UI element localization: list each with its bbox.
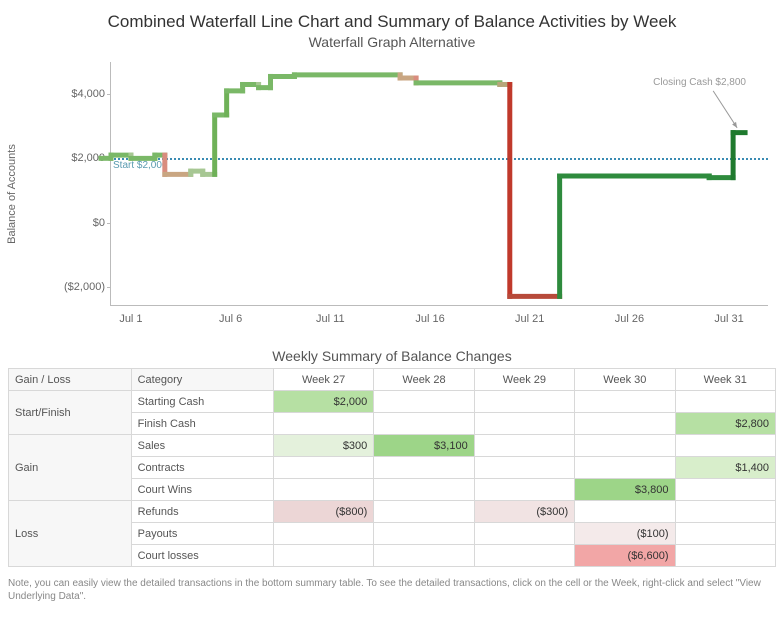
value-cell[interactable]: $2,000 <box>273 391 373 413</box>
value-cell <box>675 435 775 457</box>
main-title: Combined Waterfall Line Chart and Summar… <box>8 12 776 32</box>
value-cell <box>374 545 474 567</box>
x-tick-label: Jul 16 <box>415 313 444 325</box>
value-cell <box>474 545 574 567</box>
value-cell[interactable]: ($800) <box>273 501 373 523</box>
value-cell <box>374 479 474 501</box>
col-head: Gain / Loss <box>9 369 132 391</box>
group-cell: Gain <box>9 435 132 501</box>
x-tick-label: Jul 26 <box>615 313 644 325</box>
y-tick-label: $0 <box>57 217 105 229</box>
value-cell <box>273 545 373 567</box>
category-cell: Contracts <box>131 457 273 479</box>
value-cell[interactable]: $300 <box>273 435 373 457</box>
group-cell: Start/Finish <box>9 391 132 435</box>
value-cell <box>273 457 373 479</box>
category-cell: Refunds <box>131 501 273 523</box>
value-cell <box>675 479 775 501</box>
value-cell[interactable]: $2,800 <box>675 413 775 435</box>
value-cell <box>273 413 373 435</box>
week-head[interactable]: Week 31 <box>675 369 775 391</box>
y-tick-label: ($2,000) <box>57 281 105 293</box>
value-cell <box>474 391 574 413</box>
chart-plot[interactable]: ($2,000)$0$2,000$4,000Jul 1Jul 6Jul 11Ju… <box>110 62 768 306</box>
table-body: Start/FinishStarting Cash$2,000Finish Ca… <box>9 391 776 567</box>
value-cell <box>374 501 474 523</box>
value-cell <box>374 413 474 435</box>
chart-area: Balance of Accounts ($2,000)$0$2,000$4,0… <box>56 54 768 334</box>
category-cell: Starting Cash <box>131 391 273 413</box>
value-cell <box>374 523 474 545</box>
table-row: Start/FinishStarting Cash$2,000 <box>9 391 776 413</box>
table-header-row: Gain / LossCategoryWeek 27Week 28Week 29… <box>9 369 776 391</box>
value-cell <box>273 523 373 545</box>
value-cell <box>575 413 675 435</box>
value-cell <box>575 501 675 523</box>
week-head[interactable]: Week 30 <box>575 369 675 391</box>
category-cell: Finish Cash <box>131 413 273 435</box>
value-cell[interactable]: $3,800 <box>575 479 675 501</box>
category-cell: Sales <box>131 435 273 457</box>
week-head[interactable]: Week 29 <box>474 369 574 391</box>
value-cell <box>273 479 373 501</box>
y-tick-label: $4,000 <box>57 88 105 100</box>
category-cell: Court losses <box>131 545 273 567</box>
x-tick-label: Jul 21 <box>515 313 544 325</box>
summary-table: Gain / LossCategoryWeek 27Week 28Week 29… <box>8 368 776 567</box>
group-cell: Loss <box>9 501 132 567</box>
table-subtitle: Weekly Summary of Balance Changes <box>8 348 776 364</box>
value-cell <box>675 391 775 413</box>
col-head: Category <box>131 369 273 391</box>
week-head[interactable]: Week 28 <box>374 369 474 391</box>
table-row: LossRefunds($800)($300) <box>9 501 776 523</box>
category-cell: Court Wins <box>131 479 273 501</box>
chart-subtitle: Waterfall Graph Alternative <box>8 34 776 50</box>
x-tick-label: Jul 1 <box>119 313 142 325</box>
value-cell <box>374 457 474 479</box>
value-cell <box>374 391 474 413</box>
value-cell <box>474 523 574 545</box>
table-row: GainSales$300$3,100 <box>9 435 776 457</box>
value-cell <box>474 479 574 501</box>
footnote: Note, you can easily view the detailed t… <box>8 577 776 603</box>
category-cell: Payouts <box>131 523 273 545</box>
x-tick-label: Jul 31 <box>714 313 743 325</box>
value-cell <box>474 413 574 435</box>
y-tick-label: $2,000 <box>57 152 105 164</box>
value-cell[interactable]: ($300) <box>474 501 574 523</box>
value-cell <box>575 391 675 413</box>
value-cell[interactable]: $1,400 <box>675 457 775 479</box>
value-cell <box>675 523 775 545</box>
value-cell[interactable]: $3,100 <box>374 435 474 457</box>
chart-svg <box>111 62 769 306</box>
value-cell <box>474 435 574 457</box>
value-cell <box>675 545 775 567</box>
value-cell <box>474 457 574 479</box>
value-cell[interactable]: ($100) <box>575 523 675 545</box>
week-head[interactable]: Week 27 <box>273 369 373 391</box>
value-cell <box>575 435 675 457</box>
closing-label: Closing Cash $2,800 <box>653 77 746 88</box>
value-cell[interactable]: ($6,600) <box>575 545 675 567</box>
x-tick-label: Jul 6 <box>219 313 242 325</box>
x-tick-label: Jul 11 <box>316 313 345 325</box>
value-cell <box>675 501 775 523</box>
y-axis-label: Balance of Accounts <box>6 144 18 244</box>
value-cell <box>575 457 675 479</box>
